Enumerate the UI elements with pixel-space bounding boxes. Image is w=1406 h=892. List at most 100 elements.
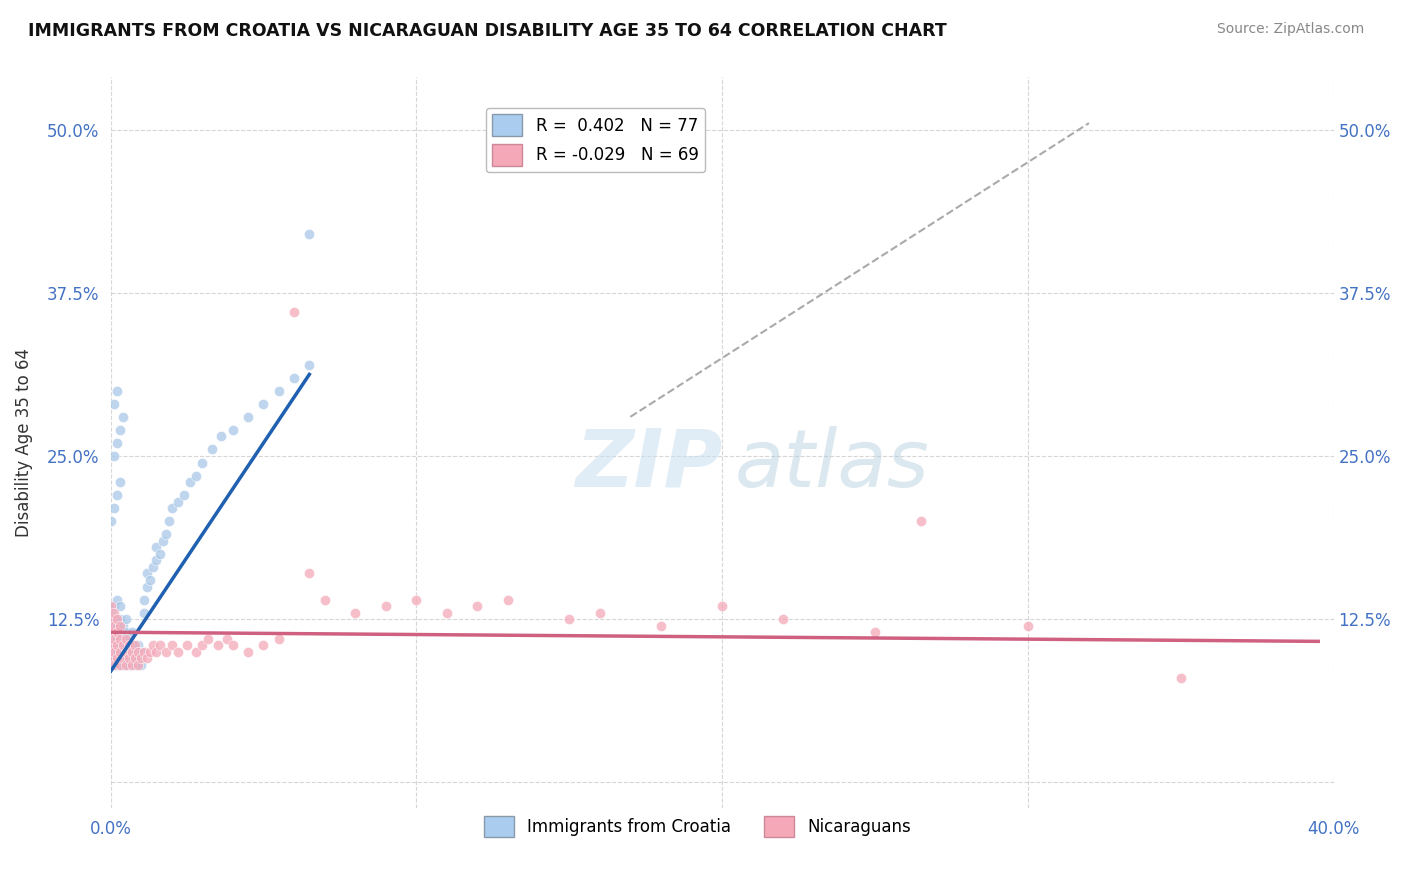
Point [124,651,146,665]
Point [176,638,198,652]
Point [103,449,125,463]
Point [558,612,581,626]
Point [100,645,122,659]
Point [344,606,367,620]
Point [127,645,149,659]
Point [222,423,245,437]
Point [105,638,128,652]
Point [115,632,138,646]
Point [108,657,131,672]
Point [136,651,159,665]
Y-axis label: Disability Age 35 to 64: Disability Age 35 to 64 [15,349,32,538]
Point [108,651,131,665]
Text: IMMIGRANTS FROM CROATIA VS NICARAGUAN DISABILITY AGE 35 TO 64 CORRELATION CHART: IMMIGRANTS FROM CROATIA VS NICARAGUAN DI… [28,22,946,40]
Point [1017,618,1039,632]
Point [115,638,138,652]
Point [108,423,131,437]
Point [115,651,138,665]
Point [283,305,305,319]
Point [173,488,195,502]
Point [267,632,290,646]
Point [100,657,122,672]
Point [111,618,134,632]
Point [103,501,125,516]
Point [136,566,159,581]
Point [103,606,125,620]
Point [100,618,122,632]
Point [124,645,146,659]
Point [108,645,131,659]
Point [115,612,138,626]
Point [105,657,128,672]
Point [105,651,128,665]
Point [148,638,170,652]
Point [207,638,229,652]
Point [160,501,183,516]
Point [108,632,131,646]
Point [105,592,128,607]
Point [134,592,156,607]
Point [298,227,321,241]
Point [100,606,122,620]
Point [115,625,138,640]
Point [111,651,134,665]
Point [374,599,396,613]
Point [139,573,162,587]
Point [105,488,128,502]
Point [121,625,143,640]
Point [298,566,321,581]
Point [863,625,886,640]
Point [129,651,152,665]
Point [267,384,290,398]
Point [160,638,183,652]
Point [191,456,214,470]
Point [772,612,794,626]
Point [118,638,141,652]
Point [436,606,458,620]
Point [105,645,128,659]
Point [111,638,134,652]
Text: Source: ZipAtlas.com: Source: ZipAtlas.com [1216,22,1364,37]
Point [103,657,125,672]
Point [111,632,134,646]
Point [650,618,672,632]
Point [105,612,128,626]
Point [167,645,190,659]
Point [1170,671,1192,685]
Point [238,409,260,424]
Point [238,645,260,659]
Point [496,592,519,607]
Point [142,638,165,652]
Point [100,599,122,613]
Point [314,592,336,607]
Point [103,632,125,646]
Point [283,370,305,384]
Point [100,514,122,528]
Point [145,541,167,555]
Point [100,651,122,665]
Point [136,580,159,594]
Point [134,606,156,620]
Point [155,645,177,659]
Legend: Immigrants from Croatia, Nicaraguans: Immigrants from Croatia, Nicaraguans [477,809,918,844]
Point [115,657,138,672]
Point [100,625,122,640]
Point [179,475,201,489]
Point [910,514,932,528]
Point [111,645,134,659]
Point [103,599,125,613]
Point [105,632,128,646]
Text: atlas: atlas [734,425,929,504]
Point [186,468,208,483]
Point [105,384,128,398]
Point [215,632,238,646]
Point [127,651,149,665]
Point [103,638,125,652]
Point [108,618,131,632]
Point [108,612,131,626]
Point [197,632,219,646]
Point [127,657,149,672]
Point [118,651,141,665]
Point [118,657,141,672]
Point [157,514,180,528]
